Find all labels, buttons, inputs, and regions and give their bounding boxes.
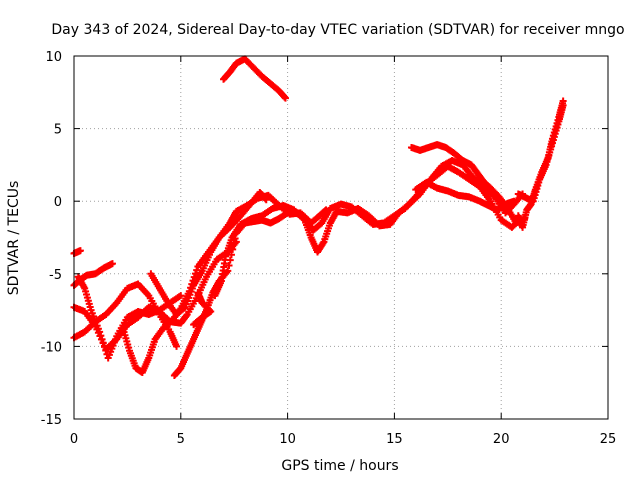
data-point (559, 97, 567, 105)
data-points (70, 55, 567, 379)
y-tick-label: -15 (41, 413, 62, 428)
x-tick-label: 25 (600, 432, 617, 447)
y-axis-label: SDTVAR / TECUs (6, 181, 22, 296)
series-track-j (211, 157, 527, 300)
x-tick-label: 10 (279, 432, 296, 447)
data-point (99, 339, 107, 347)
data-point (101, 343, 109, 351)
data-point (180, 304, 188, 312)
plot-frame (73, 55, 609, 420)
data-point (108, 260, 116, 268)
chart-title: Day 343 of 2024, Sidereal Day-to-day VTE… (51, 22, 624, 38)
y-tick-label: 10 (45, 50, 62, 65)
x-tick-label: 0 (70, 432, 78, 447)
series-track-m (412, 178, 518, 214)
y-tick-label: -5 (49, 268, 62, 283)
series-track-a (70, 247, 84, 257)
data-point (173, 342, 181, 350)
data-point (230, 240, 238, 248)
y-tick-label: 5 (54, 123, 62, 138)
data-point (97, 332, 105, 340)
series-track-o (514, 97, 567, 231)
data-point (510, 197, 518, 205)
x-axis-label: GPS time / hours (281, 458, 398, 474)
data-point (102, 347, 110, 355)
x-tick-label: 20 (493, 432, 510, 447)
data-point (281, 94, 289, 102)
x-tick-label: 15 (386, 432, 403, 447)
x-tick-label: 5 (177, 432, 185, 447)
data-point (76, 247, 84, 255)
series-track-i (190, 289, 215, 329)
series-track-k (220, 55, 289, 102)
data-point (98, 335, 106, 343)
grid (74, 56, 608, 419)
data-point (225, 262, 233, 270)
data-point (194, 289, 202, 297)
data-point (227, 251, 235, 259)
data-point (177, 292, 185, 300)
y-tick-label: 0 (54, 195, 62, 210)
data-point (96, 328, 104, 336)
y-tick-label: -10 (41, 340, 62, 355)
series-track-e (74, 273, 185, 362)
axis-ticks: 0 5 10 15 20 25 -15 -10 -5 0 5 10 (41, 50, 617, 447)
data-point (229, 245, 237, 253)
